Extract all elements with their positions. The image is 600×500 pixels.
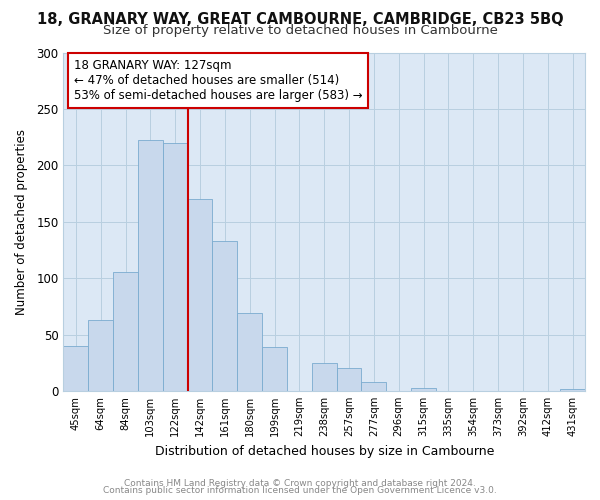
Bar	[188, 199, 212, 391]
Text: 18, GRANARY WAY, GREAT CAMBOURNE, CAMBRIDGE, CB23 5BQ: 18, GRANARY WAY, GREAT CAMBOURNE, CAMBRI…	[37, 12, 563, 28]
Bar	[88, 320, 113, 391]
Bar	[163, 142, 188, 391]
Bar	[237, 313, 262, 391]
Text: Size of property relative to detached houses in Cambourne: Size of property relative to detached ho…	[103, 24, 497, 37]
X-axis label: Distribution of detached houses by size in Cambourne: Distribution of detached houses by size …	[155, 444, 494, 458]
Bar	[138, 140, 163, 391]
Bar	[560, 388, 585, 391]
Bar	[361, 382, 386, 391]
Y-axis label: Number of detached properties: Number of detached properties	[15, 128, 28, 314]
Bar	[212, 241, 237, 391]
Bar	[337, 368, 361, 391]
Bar	[262, 347, 287, 391]
Bar	[113, 272, 138, 391]
Text: 18 GRANARY WAY: 127sqm
← 47% of detached houses are smaller (514)
53% of semi-de: 18 GRANARY WAY: 127sqm ← 47% of detached…	[74, 60, 362, 102]
Text: Contains public sector information licensed under the Open Government Licence v3: Contains public sector information licen…	[103, 486, 497, 495]
Bar	[411, 388, 436, 391]
Bar	[64, 346, 88, 391]
Text: Contains HM Land Registry data © Crown copyright and database right 2024.: Contains HM Land Registry data © Crown c…	[124, 478, 476, 488]
Bar	[312, 362, 337, 391]
